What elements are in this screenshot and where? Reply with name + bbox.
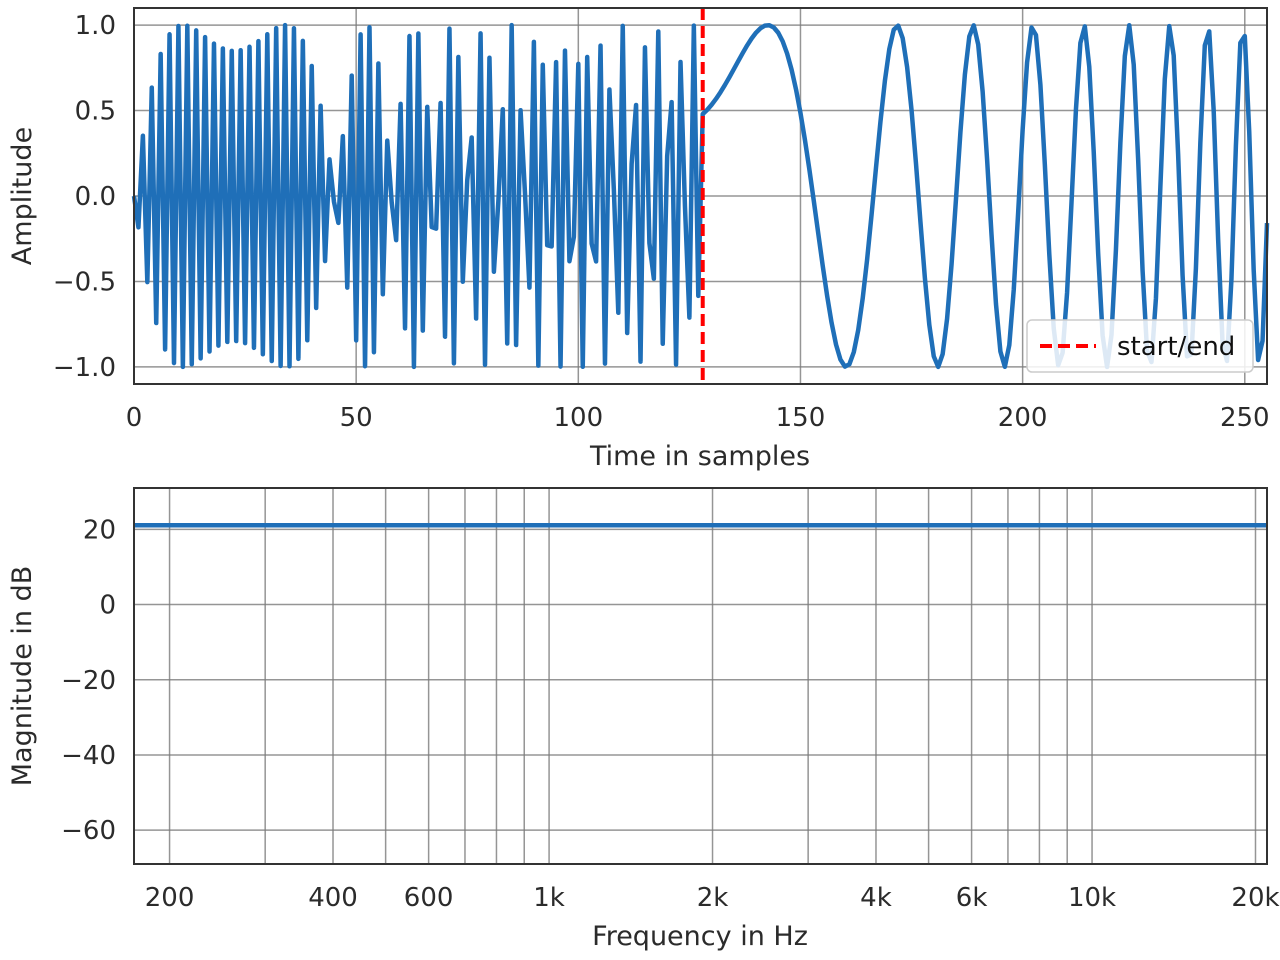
plot1-y-tick-label: −1.0 [53, 353, 116, 383]
plot1-x-tick-label: 200 [998, 403, 1048, 433]
plot2-y-tick-label: −40 [61, 741, 116, 771]
plot1-legend: start/end [1026, 319, 1254, 373]
plot1-ylabel: Amplitude [7, 127, 38, 265]
plot1-tick-labels: 0 50 100 150 200 250 1.0 0.5 0.0 −0.5 −1.0 [53, 11, 1270, 433]
plot2-grid [134, 488, 1267, 864]
plot1-x-tick-label: 50 [340, 403, 373, 433]
signal-line [131, 22, 1270, 370]
plot2-x-tick-label: 20k [1231, 883, 1279, 913]
plot2-x-tick-label: 10k [1068, 883, 1116, 913]
plot1-x-tick-label: 100 [553, 403, 603, 433]
plot2-y-tick-label: −60 [61, 816, 116, 846]
plot2-x-tick-label: 1k [533, 883, 565, 913]
plot1-x-tick-label: 250 [1220, 403, 1270, 433]
plot1-y-tick-label: 1.0 [75, 11, 116, 41]
plot2-frame [133, 487, 1268, 865]
plot2-x-tick-label: 200 [145, 883, 195, 913]
plot1-x-tick-label: 0 [126, 403, 143, 433]
plot2-x-tick-label: 4k [860, 883, 892, 913]
plot2-y-tick-label: 0 [99, 591, 116, 621]
plot2-x-tick-label: 400 [308, 883, 358, 913]
plot1-xlabel: Time in samples [589, 441, 810, 472]
plot1-y-tick-label: 0.5 [75, 97, 116, 127]
plot2-y-tick-label: 20 [83, 515, 116, 545]
time-domain-plot: 0 50 100 150 200 250 1.0 0.5 0.0 −0.5 −1.0 Time in… [7, 7, 1270, 472]
plot2-x-tick-label: 600 [404, 883, 454, 913]
legend-label-start-end: start/end [1117, 332, 1235, 362]
plot1-y-tick-label: −0.5 [53, 267, 116, 297]
plot2-x-tick-label: 6k [956, 883, 988, 913]
plot1-signal [131, 22, 1270, 370]
plot2-x-tick-label: 2k [697, 883, 729, 913]
plot1-y-tick-label: 0.0 [75, 182, 116, 212]
legend-box [1026, 319, 1254, 373]
plot2-xlabel: Frequency in Hz [592, 921, 808, 952]
plot2-ylabel: Magnitude in dB [7, 566, 38, 786]
plot2-background [134, 488, 1267, 864]
plot1-frame [133, 7, 1268, 385]
plot1-x-tick-label: 150 [776, 403, 826, 433]
plot2-y-tick-label: −20 [61, 666, 116, 696]
